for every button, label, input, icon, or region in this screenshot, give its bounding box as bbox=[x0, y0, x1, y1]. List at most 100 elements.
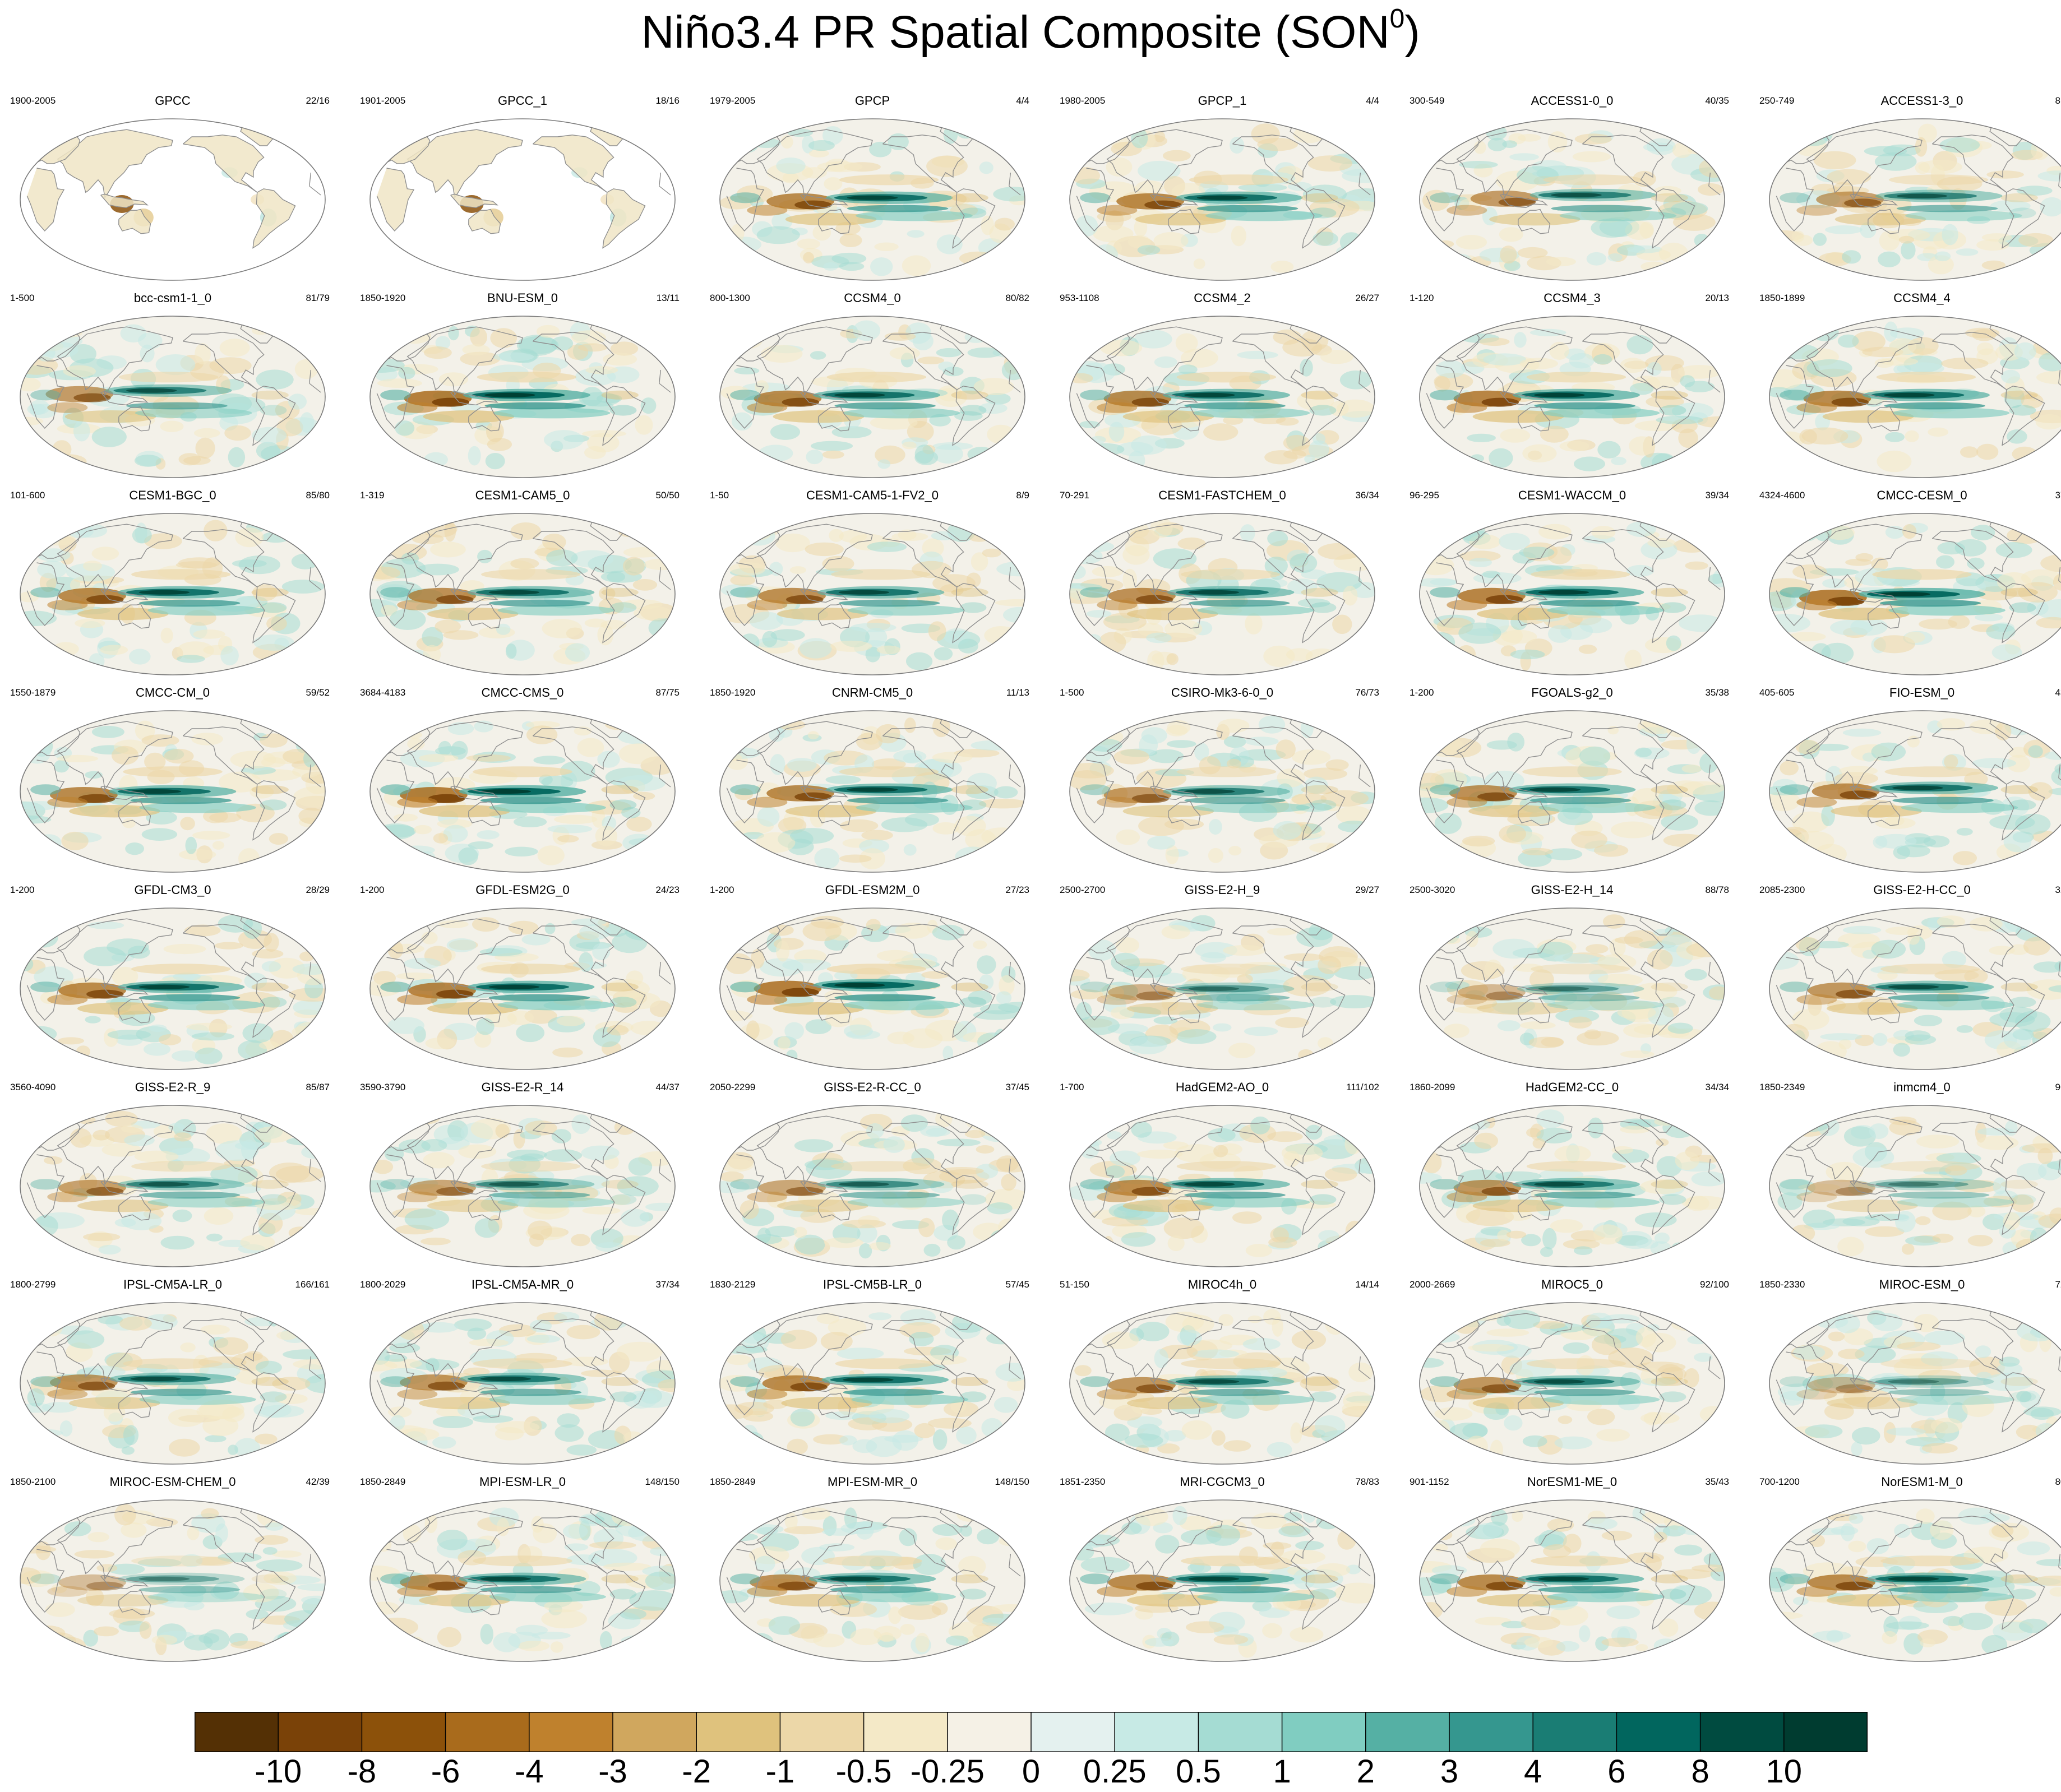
east-indian-dry bbox=[397, 402, 438, 413]
panel-period: 3590-3790 bbox=[360, 1082, 406, 1092]
spcz-wet-band bbox=[1897, 999, 2014, 1011]
weak-anomaly bbox=[469, 1339, 509, 1346]
spcz-wet-band bbox=[856, 802, 973, 813]
weak-anomaly bbox=[822, 555, 854, 572]
panel-event-count: 24/23 bbox=[655, 885, 680, 895]
globe-outline bbox=[369, 316, 676, 478]
weak-anomaly bbox=[1850, 618, 1888, 636]
spcz-wet-band bbox=[497, 1197, 614, 1208]
map-panel: MIROC-ESM-CHEM_0 1850-2100 42/39 bbox=[4, 1475, 341, 1673]
atlantic-dry bbox=[951, 1179, 988, 1189]
weak-anomaly bbox=[797, 238, 820, 249]
weak-anomaly bbox=[579, 924, 611, 940]
coastline-africa-1 bbox=[1076, 957, 1115, 1021]
weak-anomaly bbox=[765, 1225, 797, 1238]
weak-anomaly bbox=[1509, 153, 1539, 161]
weak-anomaly bbox=[1245, 737, 1279, 746]
weak-anomaly bbox=[1309, 198, 1360, 217]
weak-anomaly bbox=[745, 1633, 773, 1650]
weak-anomaly bbox=[423, 1152, 455, 1169]
panel-event-count: 85/80 bbox=[306, 490, 330, 501]
weak-anomaly bbox=[1458, 622, 1501, 644]
atlantic-dry bbox=[1301, 390, 1338, 400]
globe-outline bbox=[1069, 710, 1375, 873]
weak-anomaly bbox=[1827, 169, 1871, 186]
atlantic-dry bbox=[601, 982, 639, 992]
weak-anomaly bbox=[1956, 1025, 1973, 1033]
weak-anomaly bbox=[1909, 1395, 1949, 1416]
panel-event-count: 37/45 bbox=[1005, 1082, 1029, 1092]
panel-title: CESM1-CAM5_0 bbox=[475, 488, 570, 502]
panel-title: MIROC-ESM-CHEM_0 bbox=[109, 1475, 236, 1489]
panel-period: 1901-2005 bbox=[360, 95, 406, 106]
coastline-australia bbox=[1168, 1392, 1201, 1418]
weak-anomaly bbox=[1571, 830, 1607, 849]
weak-anomaly bbox=[1799, 133, 1828, 146]
panel-title: ACCESS1-3_0 bbox=[1880, 94, 1963, 108]
coastline-north-america bbox=[882, 332, 964, 390]
coastline-africa-1 bbox=[376, 760, 415, 824]
equatorial-wet-max bbox=[1879, 592, 1931, 596]
weak-anomaly bbox=[2021, 393, 2044, 409]
weak-anomaly bbox=[1601, 1530, 1633, 1541]
weak-anomaly bbox=[1981, 260, 2006, 270]
spcz-core bbox=[834, 402, 936, 410]
spcz-wet-band bbox=[135, 408, 252, 419]
globe-outline bbox=[719, 118, 1025, 281]
dry-arm-south bbox=[419, 1594, 510, 1607]
weak-anomaly bbox=[520, 1153, 544, 1162]
coastline-australia bbox=[1518, 1590, 1551, 1615]
weak-anomaly bbox=[1106, 157, 1133, 177]
dry-arm-south bbox=[69, 805, 160, 818]
weak-anomaly bbox=[1074, 1365, 1092, 1377]
weak-anomaly bbox=[1882, 1631, 1897, 1645]
weak-anomaly bbox=[876, 645, 901, 654]
weak-anomaly bbox=[813, 1434, 848, 1445]
globe-outline bbox=[20, 907, 326, 1070]
weak-anomaly bbox=[1432, 1420, 1450, 1438]
coastline-maritime-continent bbox=[450, 1377, 498, 1392]
atlantic-dry bbox=[951, 785, 988, 794]
weak-anomaly bbox=[794, 1139, 834, 1152]
west-indian-wet bbox=[30, 390, 61, 401]
weak-anomaly bbox=[252, 949, 284, 959]
colorbar-tick-label: -2 bbox=[682, 1753, 711, 1790]
map-panel: CESM1-FASTCHEM_0 70-291 36/34 bbox=[1054, 489, 1390, 686]
weak-anomaly bbox=[829, 529, 844, 542]
weak-anomaly bbox=[1820, 1033, 1863, 1041]
weak-anomaly bbox=[438, 920, 469, 929]
weak-anomaly bbox=[1153, 1016, 1178, 1025]
spcz-wet-band bbox=[1197, 605, 1314, 616]
weak-anomaly bbox=[738, 332, 763, 349]
weak-anomaly bbox=[1886, 1427, 1926, 1436]
coastline-south-america bbox=[2002, 978, 2045, 1038]
dry-arm-south bbox=[77, 1200, 169, 1212]
coastline-asia bbox=[1456, 129, 1573, 199]
weak-anomaly bbox=[1230, 137, 1245, 154]
coastline-north-america bbox=[882, 726, 964, 785]
weak-anomaly bbox=[742, 526, 775, 546]
coastline-africa-2 bbox=[1358, 1172, 1371, 1182]
coastline-south-america bbox=[1652, 1175, 1695, 1235]
weak-anomaly bbox=[1789, 1120, 1829, 1132]
colorbar-swatch bbox=[863, 1712, 949, 1752]
coastline-north-america bbox=[1931, 332, 2014, 390]
weak-anomaly bbox=[1313, 231, 1338, 246]
south-america-wet bbox=[1659, 1194, 1686, 1205]
atlantic-dry bbox=[1301, 1377, 1338, 1386]
anomaly-field bbox=[720, 1507, 1025, 1655]
weak-anomaly bbox=[1492, 938, 1535, 959]
weak-anomaly bbox=[51, 1583, 67, 1594]
weak-anomaly bbox=[1218, 1314, 1233, 1327]
weak-anomaly bbox=[931, 1602, 948, 1615]
weak-anomaly bbox=[900, 1624, 915, 1635]
coastline-maritime-continent bbox=[100, 983, 149, 998]
west-indian-wet bbox=[1780, 1573, 1810, 1585]
weak-anomaly bbox=[372, 1160, 394, 1174]
coastline-africa-1 bbox=[26, 1351, 65, 1416]
weak-anomaly bbox=[566, 1444, 597, 1456]
weak-anomaly bbox=[1437, 240, 1454, 248]
weak-anomaly bbox=[1522, 1435, 1547, 1447]
weak-anomaly bbox=[1652, 453, 1676, 471]
